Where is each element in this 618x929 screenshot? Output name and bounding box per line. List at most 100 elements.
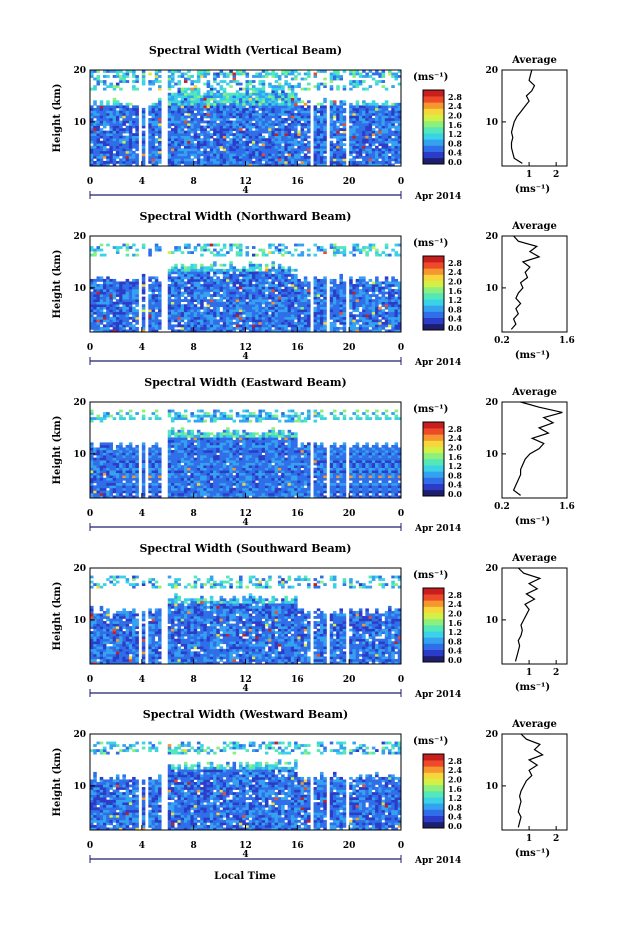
colorbar-tick: 0.8: [448, 304, 462, 314]
heatmap-cells: [90, 243, 402, 333]
average-y-tick: 20: [485, 564, 498, 574]
average-x-tick: 2: [553, 668, 559, 678]
average-frame: [501, 401, 568, 499]
heatmap-cells: [90, 409, 402, 499]
x-tick-label: 16: [291, 177, 304, 187]
average-x-tick: 1: [526, 668, 532, 678]
x-tick-label: 16: [291, 509, 304, 519]
x-tick-label: 16: [291, 675, 304, 685]
x-tick-label: 16: [291, 343, 304, 353]
panel-1: Spectral Width (Northward Beam) Height (k…: [52, 210, 575, 368]
colorbar-tick: 1.2: [448, 295, 462, 305]
colorbar-tick: 2.0: [448, 608, 462, 618]
average-y-tick: 20: [485, 398, 498, 408]
colorbar-tick: 2.0: [448, 774, 462, 784]
x-tick-label: 0: [398, 343, 404, 353]
colorbar-tick: 0.8: [448, 636, 462, 646]
y-tick-label: 20: [73, 232, 86, 242]
y-axis-label: Height (km): [52, 416, 63, 485]
x-tick-label: 4: [139, 509, 145, 519]
x-tick-label: 20: [343, 509, 356, 519]
colorbar-tick: 1.2: [448, 793, 462, 803]
x-tick-label: 4: [139, 177, 145, 187]
colorbar-tick: 0.8: [448, 138, 462, 148]
colorbar-tick: 2.8: [448, 258, 462, 268]
y-tick-label: 20: [73, 730, 86, 740]
average-frame: [501, 69, 568, 167]
average-x-tick: 0.2: [494, 336, 510, 346]
colorbar-tick: 1.2: [448, 461, 462, 471]
average-profile-line: [517, 733, 544, 828]
day-label: 4: [242, 850, 248, 860]
colorbar: [422, 89, 445, 165]
panel-3: Spectral Width (Southward Beam) Height (k…: [52, 542, 568, 700]
colorbar-tick: 0.0: [448, 489, 462, 499]
x-tick-label: 0: [87, 343, 93, 353]
x-tick-label: 0: [87, 509, 93, 519]
colorbar: [422, 421, 445, 497]
day-label: 4: [242, 352, 248, 362]
colorbar-tick: 1.6: [448, 120, 462, 130]
y-tick-label: 20: [73, 564, 86, 574]
x-tick-label: 8: [191, 509, 197, 519]
colorbar-tick: 1.2: [448, 627, 462, 637]
panel-title: Spectral Width (Northward Beam): [140, 210, 352, 223]
colorbar-tick: 2.0: [448, 276, 462, 286]
colorbar-tick: 0.4: [448, 480, 462, 490]
colorbar-tick: 2.4: [448, 599, 462, 609]
y-tick-label: 10: [73, 118, 86, 128]
average-x-label: (ms⁻¹): [515, 848, 550, 859]
x-tick-label: 4: [139, 841, 145, 851]
colorbar-tick: 2.8: [448, 92, 462, 102]
y-tick-label: 20: [73, 398, 86, 408]
heatmap-cells: [90, 741, 402, 831]
colorbar-tick: 0.0: [448, 655, 462, 665]
average-y-tick: 10: [485, 284, 498, 294]
colorbar: [422, 255, 445, 331]
date-label: Apr 2014: [414, 856, 461, 866]
colorbar-units: (ms⁻¹): [413, 736, 448, 747]
x-tick-label: 0: [398, 509, 404, 519]
colorbar-units: (ms⁻¹): [413, 570, 448, 581]
x-tick-label: 0: [87, 675, 93, 685]
average-frame: [501, 733, 568, 831]
average-frame: [501, 567, 568, 665]
heatmap-cells: [90, 575, 402, 665]
day-label: 4: [242, 684, 248, 694]
x-tick-label: 16: [291, 841, 304, 851]
average-profile-line: [514, 567, 542, 662]
colorbar-tick: 1.6: [448, 452, 462, 462]
colorbar-tick: 2.4: [448, 267, 462, 277]
colorbar-tick: 2.0: [448, 442, 462, 452]
average-title: Average: [511, 221, 557, 232]
x-tick-label: 12: [239, 841, 252, 851]
average-y-tick: 20: [485, 66, 498, 76]
colorbar: [422, 753, 445, 829]
colorbar-units: (ms⁻¹): [413, 238, 448, 249]
colorbar-tick: 0.0: [448, 323, 462, 333]
average-title: Average: [511, 553, 557, 564]
colorbar-units: (ms⁻¹): [413, 72, 448, 83]
x-tick-label: 20: [343, 177, 356, 187]
y-tick-label: 10: [73, 450, 86, 460]
panel-0: Spectral Width (Vertical Beam) Height (km…: [52, 44, 568, 202]
average-x-tick: 1: [526, 170, 532, 180]
colorbar-tick: 2.0: [448, 110, 462, 120]
heatmap-cells: [90, 70, 402, 167]
panel-title: Spectral Width (Vertical Beam): [149, 44, 342, 57]
x-tick-label: 12: [239, 675, 252, 685]
average-y-tick: 10: [485, 118, 498, 128]
date-label: Apr 2014: [414, 192, 461, 202]
average-x-tick: 1: [526, 834, 532, 844]
colorbar-tick: 0.4: [448, 314, 462, 324]
colorbar-tick: 2.4: [448, 433, 462, 443]
y-axis-label: Height (km): [52, 84, 63, 153]
x-tick-label: 8: [191, 343, 197, 353]
average-x-tick: 2: [553, 834, 559, 844]
average-x-tick: 1.6: [559, 502, 575, 512]
average-y-tick: 20: [485, 730, 498, 740]
colorbar-tick: 2.8: [448, 424, 462, 434]
panel-2: Spectral Width (Eastward Beam) Height (km…: [52, 376, 575, 534]
x-tick-label: 0: [398, 177, 404, 187]
